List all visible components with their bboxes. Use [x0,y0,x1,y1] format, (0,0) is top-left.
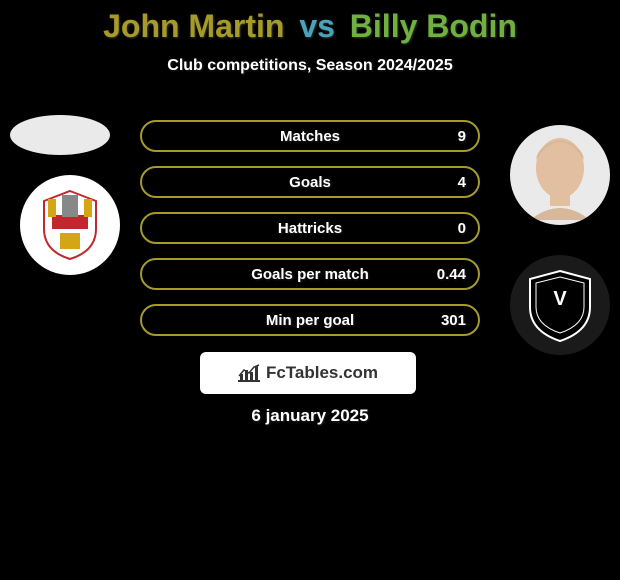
crest-left-icon [30,185,110,265]
stats-list: Matches9Goals4Hattricks0Goals per match0… [140,120,480,350]
svg-text:V: V [553,288,567,310]
stat-row: Hattricks0 [140,212,480,244]
stat-label: Min per goal [142,312,478,329]
stat-label: Goals per match [142,266,478,283]
stat-label: Goals [142,174,478,191]
player1-avatar [10,115,110,155]
chart-icon [238,364,260,382]
player1-name: John Martin [103,8,284,44]
stat-value: 0 [458,220,466,237]
player2-avatar [510,125,610,225]
stat-label: Hattricks [142,220,478,237]
stat-value: 0.44 [437,266,466,283]
comparison-card: John Martin vs Billy Bodin Club competit… [0,0,620,580]
player2-club-crest: V [510,255,610,355]
stat-label: Matches [142,128,478,145]
main-title: John Martin vs Billy Bodin [0,0,620,45]
vs-label: vs [299,8,335,44]
subtitle: Club competitions, Season 2024/2025 [0,57,620,75]
date-text: 6 january 2025 [0,406,620,426]
player2-name: Billy Bodin [350,8,517,44]
stat-row: Goals per match0.44 [140,258,480,290]
stat-row: Min per goal301 [140,304,480,336]
stat-value: 301 [441,312,466,329]
brand-text: FcTables.com [266,363,378,383]
stat-row: Goals4 [140,166,480,198]
brand-box[interactable]: FcTables.com [200,352,416,394]
crest-right-icon: V [518,263,602,347]
player1-club-crest [20,175,120,275]
stat-value: 4 [458,174,466,191]
avatar-face-icon [520,130,600,220]
stat-value: 9 [458,128,466,145]
stat-row: Matches9 [140,120,480,152]
